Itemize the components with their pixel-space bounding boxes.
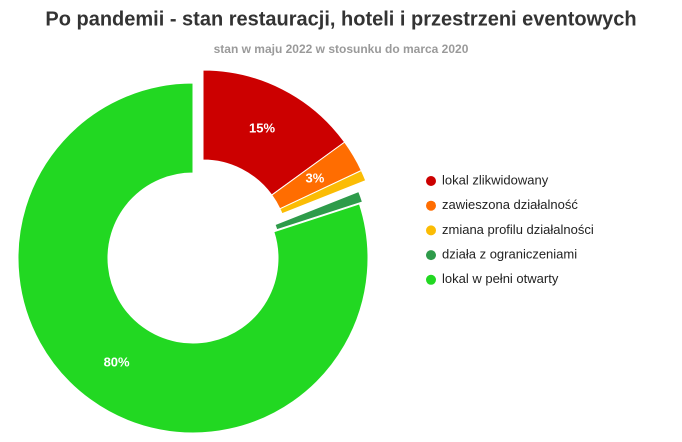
slice — [279, 169, 367, 215]
slice-label: 3% — [305, 170, 324, 185]
legend-label: lokal zlikwidowany — [442, 172, 549, 187]
legend-label: działa z ograniczeniami — [442, 247, 577, 262]
chart-title: Po pandemii - stan restauracji, hoteli i… — [45, 8, 636, 30]
legend-label: lokal w pełni otwarty — [442, 271, 559, 286]
legend-swatch — [426, 274, 436, 285]
legend-swatch — [426, 225, 436, 236]
slice-label: 15% — [249, 121, 275, 136]
slice — [274, 190, 364, 231]
legend-label: zawieszona działalność — [442, 197, 578, 212]
legend-swatch — [426, 200, 436, 211]
slice — [17, 82, 369, 434]
legend-swatch — [426, 176, 436, 186]
slice-label: 80% — [104, 355, 130, 370]
legend-swatch — [426, 250, 436, 261]
legend-label: zmiana profilu działalności — [442, 222, 594, 237]
chart-subtitle: stan w maju 2022 w stosunku do marca 202… — [214, 42, 469, 56]
